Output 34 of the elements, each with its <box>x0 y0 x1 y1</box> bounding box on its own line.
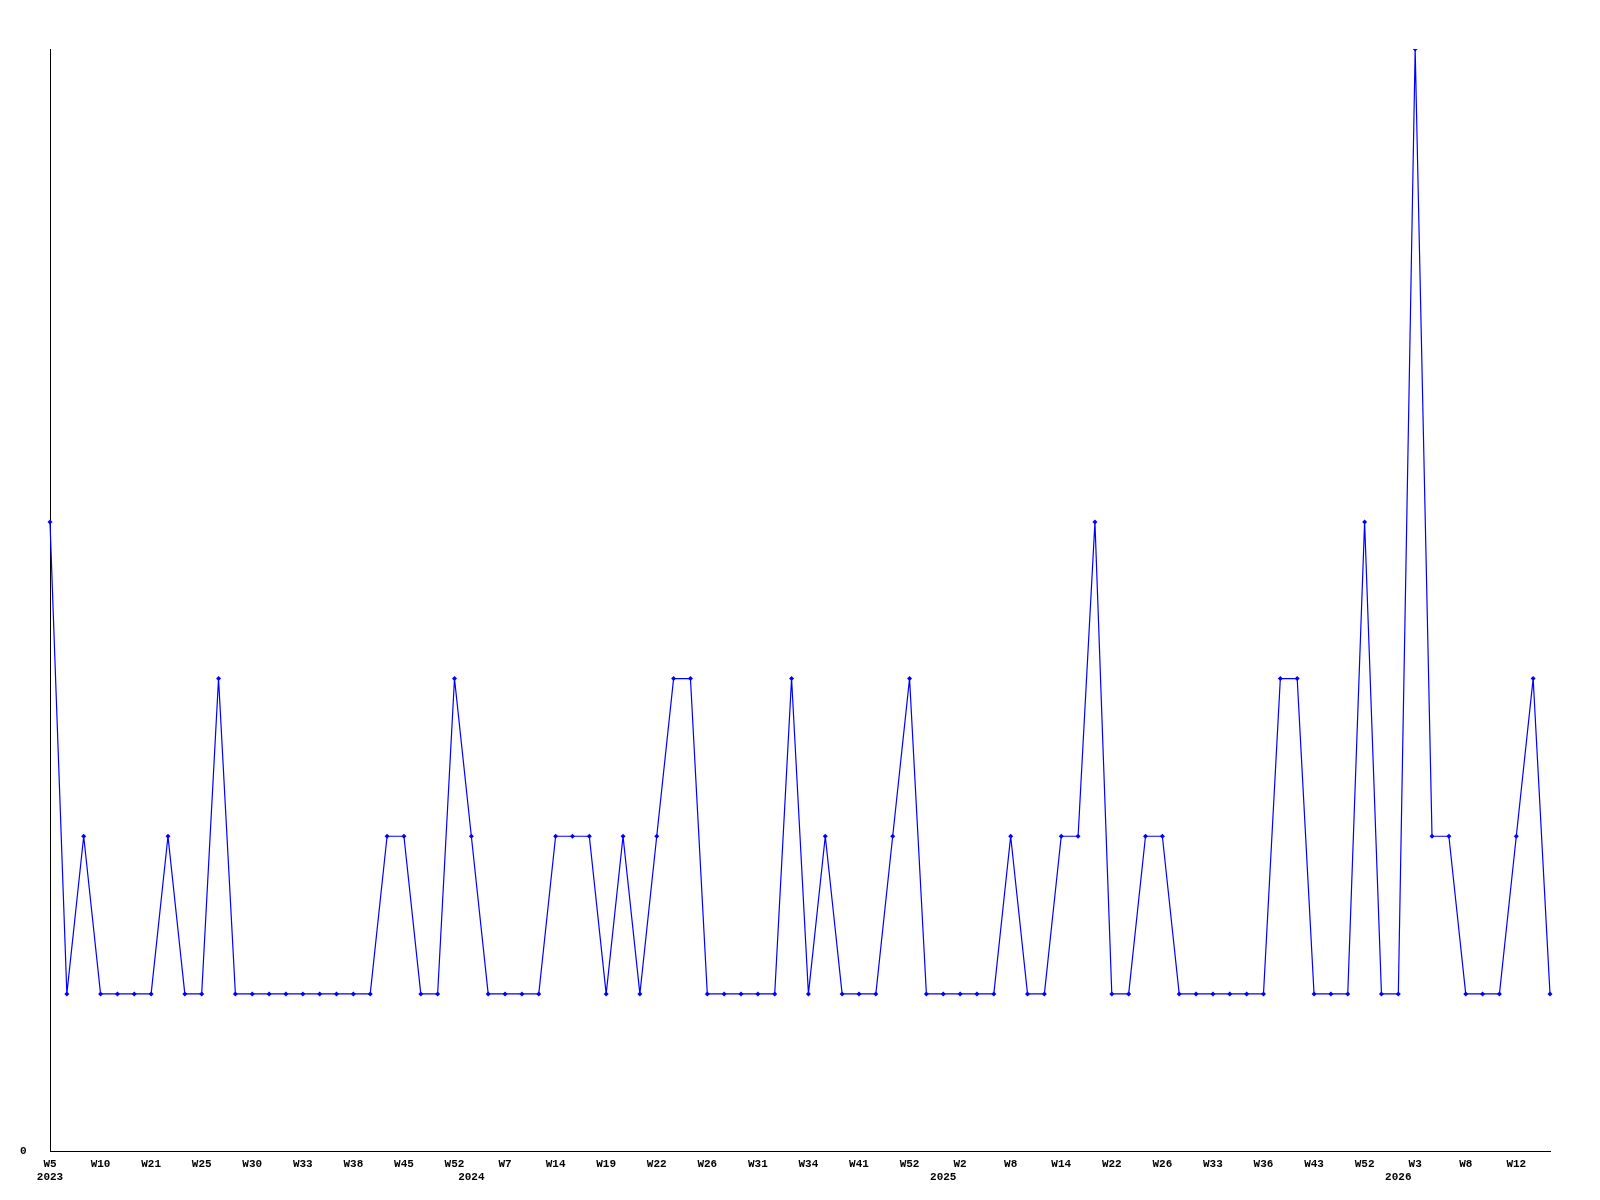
x-tick-label: W33 <box>1203 1157 1224 1170</box>
x-tick-label: W14 <box>1051 1157 1072 1170</box>
x-tick-label: W41 <box>849 1157 870 1170</box>
x-tick-label: W14 <box>545 1157 566 1170</box>
x-tick-label: W12 <box>1506 1157 1527 1170</box>
x-tick-label: W8 <box>1459 1157 1473 1170</box>
x-tick-label: 2026 <box>1385 1171 1412 1184</box>
x-tick-label: W45 <box>394 1157 415 1170</box>
x-tick-label: W36 <box>1253 1157 1274 1170</box>
text: 0 <box>20 1145 27 1158</box>
x-tick-label: W21 <box>141 1157 162 1170</box>
x-tick-label: W5 2023 <box>36 1157 64 1184</box>
x-tick-label: W8 <box>1004 1157 1018 1170</box>
x-tick-label: W52 <box>1354 1157 1375 1170</box>
x-tick-label: W30 <box>242 1157 263 1170</box>
x-tick-label: W22 <box>1101 1157 1122 1170</box>
x-tick-label: 2025 <box>930 1171 957 1184</box>
x-tick-label: W3 <box>1408 1157 1423 1170</box>
x-tick-label: W26 <box>697 1157 718 1170</box>
x-tick-label: W10 <box>90 1157 111 1170</box>
x-tick-label: W7 <box>498 1157 512 1170</box>
x-tick-label: W25 <box>191 1157 212 1170</box>
x-tick-label: 2024 <box>458 1171 485 1184</box>
x-tick-label: W43 <box>1304 1157 1325 1170</box>
x-tick-label: W38 <box>343 1157 364 1170</box>
x-tick-label: W19 <box>596 1157 617 1170</box>
x-tick-label: W33 <box>292 1157 314 1170</box>
x-tick-label: W2 <box>953 1157 967 1170</box>
x-tick-label: W22 <box>646 1157 667 1170</box>
x-tick-label: W31 <box>747 1157 769 1170</box>
x-tick-label: W52 <box>899 1157 920 1170</box>
x-tick-label: W34 <box>798 1157 819 1170</box>
x-tick-label: W52 <box>444 1157 465 1170</box>
x-tick-label: W26 <box>1152 1157 1173 1170</box>
